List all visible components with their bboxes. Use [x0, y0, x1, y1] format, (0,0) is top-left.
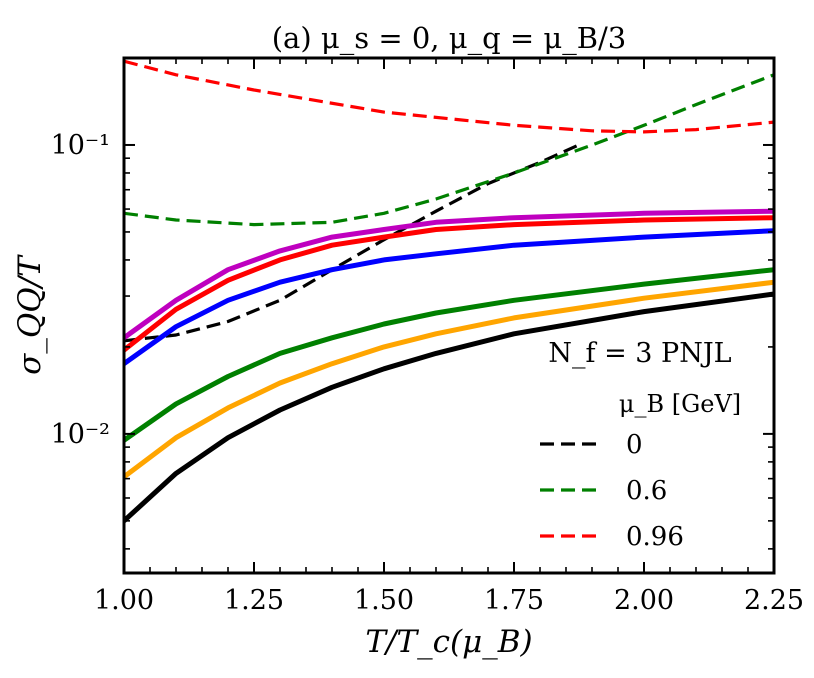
- series-layer: [124, 59, 774, 523]
- x-tick-label: 2.00: [614, 585, 674, 616]
- legend-entry-label: 0.6: [626, 476, 667, 506]
- series-line-solid-8: [124, 291, 774, 523]
- x-axis-label: T/T_c(μ_B): [365, 624, 532, 660]
- x-tick-label: 1.00: [94, 585, 154, 616]
- legend-entry-label: 0.96: [626, 522, 684, 552]
- x-tick-label: 2.25: [744, 585, 804, 616]
- labels-layer: 1.00 1.25 1.50 1.75 2.00 2.25 10⁻² 10⁻¹ (a) μ_s …: [12, 21, 804, 660]
- series-line-dashed-2: [124, 59, 774, 134]
- x-tick-label: 1.25: [224, 585, 284, 616]
- series-line-dashed-1: [124, 73, 774, 227]
- series-line-solid-7: [124, 279, 774, 479]
- plot-frame: [122, 56, 776, 575]
- y-axis-label: σ_QQ/T: [12, 254, 48, 375]
- series-line-solid-5: [124, 228, 774, 366]
- y-tick-label: 10⁻¹: [51, 130, 110, 161]
- axes-layer: [122, 56, 776, 575]
- series-line-solid-4: [124, 215, 774, 353]
- x-tick-label: 1.75: [484, 585, 544, 616]
- legend-subtitle: μ_B [GeV]: [619, 390, 741, 418]
- chart-title: (a) μ_s = 0, μ_q = μ_B/3: [272, 21, 627, 56]
- y-tick-label: 10⁻²: [51, 419, 110, 450]
- series-line-solid-6: [124, 267, 774, 443]
- legend-entry-label: 0: [626, 430, 643, 460]
- legend: N_f = 3 PNJL μ_B [GeV] 0 0.6 0.96: [540, 338, 741, 552]
- legend-title: N_f = 3 PNJL: [548, 338, 731, 369]
- x-tick-label: 1.50: [354, 585, 414, 616]
- series-line-solid-3: [124, 208, 774, 340]
